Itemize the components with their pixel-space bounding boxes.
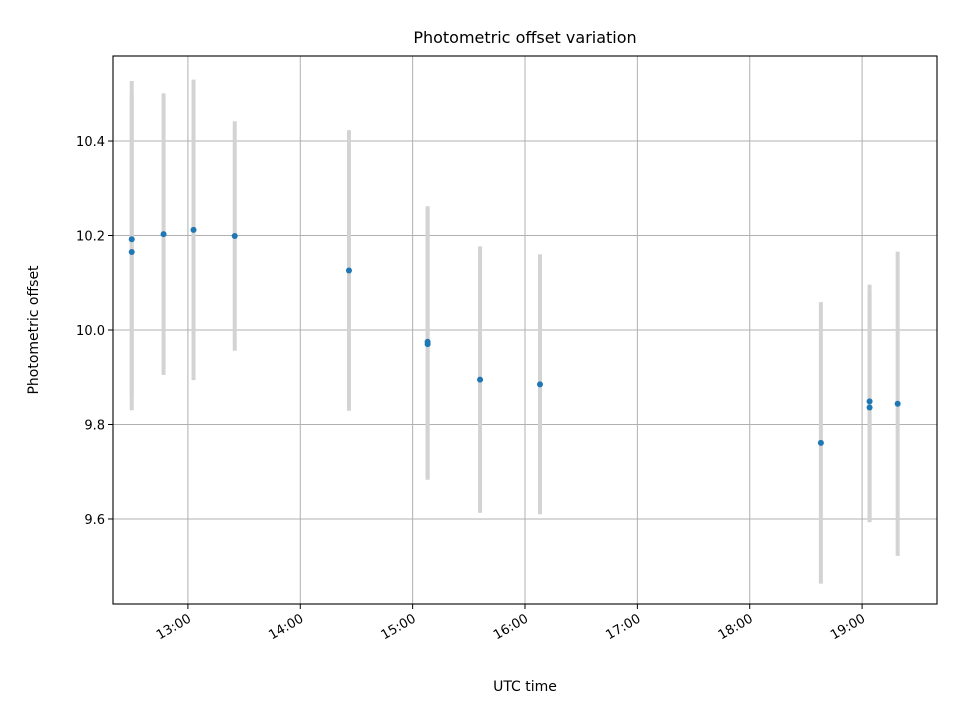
data-point — [536, 381, 543, 388]
chart-title: Photometric offset variation — [413, 28, 636, 47]
data-point — [190, 226, 197, 233]
data-point — [424, 341, 431, 348]
data-point — [128, 236, 135, 243]
data-point — [231, 232, 238, 239]
y-axis-ticks: 9.6 9.8 10.0 10.2 10.4 — [76, 135, 113, 528]
data-point — [477, 376, 484, 383]
data-point — [894, 400, 901, 407]
y-tick-label: 10.2 — [76, 230, 105, 245]
data-point — [866, 404, 873, 411]
x-axis-label: UTC time — [493, 679, 557, 695]
y-tick-label: 9.6 — [84, 513, 105, 528]
data-point — [128, 249, 135, 256]
data-point — [866, 398, 873, 405]
y-axis-label: Photometric offset — [26, 265, 42, 395]
data-point — [817, 439, 824, 446]
data-points — [128, 226, 901, 446]
y-tick-label: 10.4 — [76, 135, 105, 150]
data-point — [345, 267, 352, 274]
grid-lines — [113, 56, 937, 604]
data-point — [160, 231, 167, 238]
y-tick-label: 10.0 — [76, 324, 105, 339]
y-tick-label: 9.8 — [84, 418, 105, 433]
